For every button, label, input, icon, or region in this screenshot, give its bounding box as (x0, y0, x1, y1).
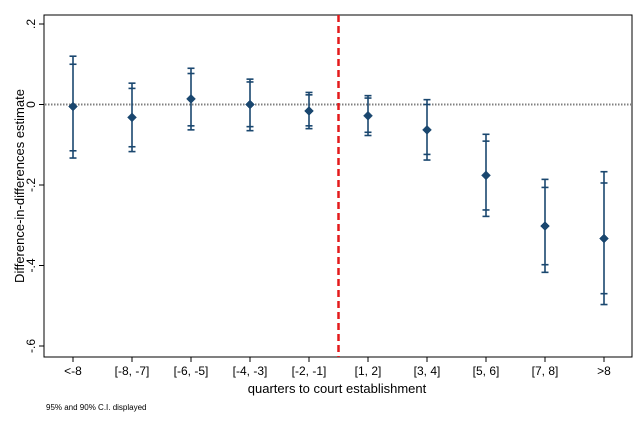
estimate-marker (363, 110, 373, 121)
plot-area: .2 0 -.2 -.4 -.6 <-8 [-8, -7] [-6, -5] [-4, -3] [… (24, 14, 633, 378)
estimate-marker (599, 233, 609, 244)
x-tick-label: [7, 8] (532, 364, 559, 378)
y-tick-label: 0 (24, 101, 38, 108)
estimate-marker (481, 170, 491, 181)
estimate-marker (245, 99, 255, 110)
ci-note: 95% and 90% C.I. displayed (46, 403, 147, 412)
x-tick-label: [5, 6] (473, 364, 500, 378)
x-tick-label: >8 (597, 364, 611, 378)
x-tick-label: <-8 (64, 364, 82, 378)
y-tick-label: -.6 (24, 339, 38, 353)
x-axis-title: quarters to court establishment (248, 381, 427, 396)
x-tick-label: [3, 4] (414, 364, 441, 378)
y-tick-label: -.4 (24, 258, 38, 272)
y-tick-label: -.2 (24, 178, 38, 192)
x-tick-label: [-6, -5] (174, 364, 209, 378)
x-tick-label: [-4, -3] (233, 364, 268, 378)
x-tick-label: [-2, -1] (292, 364, 327, 378)
x-tick-label: [-8, -7] (115, 364, 150, 378)
estimate-marker (422, 125, 432, 135)
x-tick-label: [1, 2] (355, 364, 382, 378)
estimate-marker (304, 106, 314, 116)
y-axis-title: Difference-in-differences estimate (12, 89, 27, 283)
y-tick-label: .2 (24, 19, 38, 29)
estimate-marker (68, 101, 78, 112)
estimate-marker (540, 221, 550, 231)
estimate-marker (186, 94, 196, 104)
estimate-marker (127, 112, 137, 123)
